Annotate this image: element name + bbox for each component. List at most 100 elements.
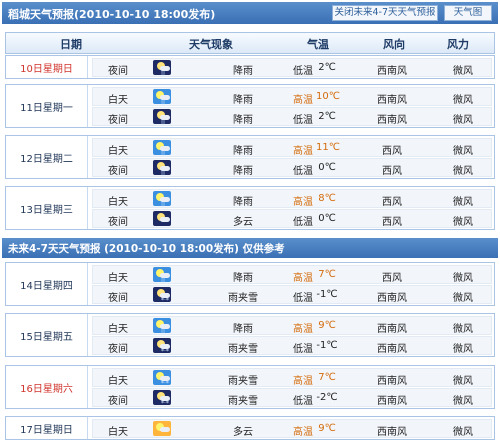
temp-value: 7℃ bbox=[318, 372, 336, 383]
temp-value: -1℃ bbox=[316, 289, 338, 300]
forecast-row: 夜间 || 降雨 低温 2℃ 西南风 微风 bbox=[92, 107, 492, 126]
wind-power: 微风 bbox=[453, 95, 473, 106]
forecast-row: 白天 多云 高温 9℃ 西南风 微风 bbox=[92, 419, 492, 438]
wind-direction: 西风 bbox=[382, 197, 402, 208]
temp-value: -2℃ bbox=[316, 392, 338, 403]
date-label: 16日星期六 bbox=[6, 366, 88, 408]
temp-value: 11℃ bbox=[316, 142, 340, 153]
day-rain-icon: || bbox=[153, 191, 171, 208]
day-block: 11日星期一 白天 || 降雨 高温 10℃ 西南风 微风 夜间 || 降雨 低温 2℃ 西南风 微风 bbox=[5, 84, 495, 128]
night-sleet-icon: *·* bbox=[153, 390, 171, 407]
temp-value: 9℃ bbox=[318, 423, 336, 434]
wind-power: 微风 bbox=[453, 376, 473, 387]
date-label: 11日星期一 bbox=[6, 85, 88, 127]
forecast-row: 白天 *·* 雨夹雪 高温 7℃ 西南风 微风 bbox=[92, 368, 492, 387]
forecast-row: 白天 || 降雨 高温 9℃ 西南风 微风 bbox=[92, 316, 492, 335]
wind-direction: 西风 bbox=[382, 217, 402, 228]
wind-direction: 西南风 bbox=[377, 427, 407, 438]
forecast-row: 白天 || 降雨 高温 11℃ 西风 微风 bbox=[92, 138, 492, 157]
period-label: 夜间 bbox=[108, 66, 128, 77]
date-label: 17日星期日 bbox=[6, 417, 88, 439]
temp-label: 低温 bbox=[293, 293, 313, 304]
forecast-title: 稻城天气预报(2010-10-10 18:00发布) bbox=[8, 8, 216, 21]
day-sleet-icon: *·* bbox=[153, 370, 171, 387]
wind-power: 微风 bbox=[453, 427, 473, 438]
period-label: 白天 bbox=[108, 324, 128, 335]
temp-label: 低温 bbox=[293, 344, 313, 355]
wind-direction: 西南风 bbox=[377, 95, 407, 106]
date-label: 14日星期四 bbox=[6, 263, 88, 305]
day-rain-icon: || bbox=[153, 318, 171, 335]
forecast-row: 夜间 *·* 雨夹雪 低温 -1℃ 西南风 微风 bbox=[92, 336, 492, 355]
wind-power: 微风 bbox=[453, 273, 473, 284]
period-label: 白天 bbox=[108, 273, 128, 284]
temp-label: 低温 bbox=[293, 396, 313, 407]
weather-desc: 降雨 bbox=[233, 324, 253, 335]
forecast-header: 稻城天气预报(2010-10-10 18:00发布) 关闭未来4-7天天气预报 … bbox=[2, 2, 498, 24]
wind-power: 微风 bbox=[453, 66, 473, 77]
wind-direction: 西风 bbox=[382, 166, 402, 177]
wind-power: 微风 bbox=[453, 146, 473, 157]
wind-power: 微风 bbox=[453, 324, 473, 335]
sunny-cloudy-icon bbox=[153, 421, 171, 436]
close-extended-forecast-button[interactable]: 关闭未来4-7天天气预报 bbox=[332, 5, 438, 21]
period-label: 白天 bbox=[108, 427, 128, 438]
night-rain-icon: || bbox=[153, 109, 171, 126]
day-rain-icon: || bbox=[153, 267, 171, 284]
wind-direction: 西南风 bbox=[377, 376, 407, 387]
weather-desc: 降雨 bbox=[233, 66, 253, 77]
wind-direction: 西南风 bbox=[377, 344, 407, 355]
temp-label: 低温 bbox=[293, 166, 313, 177]
weather-desc: 雨夹雪 bbox=[228, 344, 258, 355]
day-block: 10日星期日 夜间 || 降雨 低温 2℃ 西南风 微风 bbox=[5, 55, 495, 79]
period-label: 夜间 bbox=[108, 166, 128, 177]
forecast-row: 夜间 || 降雨 低温 2℃ 西南风 微风 bbox=[92, 58, 492, 77]
night-rain-icon: || bbox=[153, 160, 171, 177]
forecast-row: 夜间 *·* 雨夹雪 低温 -1℃ 西南风 微风 bbox=[92, 285, 492, 304]
temp-label: 低温 bbox=[293, 115, 313, 126]
forecast-row: 白天 || 降雨 高温 7℃ 西风 微风 bbox=[92, 265, 492, 284]
wind-direction: 西南风 bbox=[377, 396, 407, 407]
night-rain-icon: || bbox=[153, 60, 171, 77]
period-label: 白天 bbox=[108, 95, 128, 106]
temp-value: 9℃ bbox=[318, 320, 336, 331]
temp-value: 8℃ bbox=[318, 193, 336, 204]
wind-power: 微风 bbox=[453, 197, 473, 208]
day-block: 16日星期六 白天 *·* 雨夹雪 高温 7℃ 西南风 微风 夜间 *·* 雨夹雪 低温 -2℃ 西南风微… bbox=[5, 365, 495, 409]
weather-desc: 降雨 bbox=[233, 197, 253, 208]
weather-desc: 降雨 bbox=[233, 115, 253, 126]
day-rain-icon: || bbox=[153, 89, 171, 106]
wind-power: 微风 bbox=[453, 166, 473, 177]
period-label: 夜间 bbox=[108, 293, 128, 304]
temp-label: 高温 bbox=[293, 427, 313, 438]
weather-desc: 雨夹雪 bbox=[228, 293, 258, 304]
temp-value: 0℃ bbox=[318, 213, 336, 224]
wind-direction: 西南风 bbox=[377, 293, 407, 304]
forecast-row: 白天 || 降雨 高温 8℃ 西风 微风 bbox=[92, 189, 492, 208]
night-sleet-icon: *·* bbox=[153, 287, 171, 304]
temp-label: 低温 bbox=[293, 217, 313, 228]
period-label: 夜间 bbox=[108, 217, 128, 228]
temp-value: 2℃ bbox=[318, 62, 336, 73]
day-block: 17日星期日 白天 多云 高温 9℃ 西南风 微风 bbox=[5, 416, 495, 440]
weather-desc: 降雨 bbox=[233, 273, 253, 284]
wind-power: 微风 bbox=[453, 396, 473, 407]
forecast-row: 夜间 *·* 雨夹雪 低温 -2℃ 西南风 微风 bbox=[92, 388, 492, 407]
column-header: 日期 天气现象 气温 风向 风力 bbox=[5, 32, 495, 54]
period-label: 夜间 bbox=[108, 115, 128, 126]
wind-direction: 西南风 bbox=[377, 115, 407, 126]
day-block: 15日星期五 白天 || 降雨 高温 9℃ 西南风 微风 夜间 *·* 雨夹雪 低温 -1℃ 西南风 微风 bbox=[5, 313, 495, 357]
weather-map-button[interactable]: 天气图 bbox=[444, 5, 492, 21]
temp-label: 高温 bbox=[293, 273, 313, 284]
extended-forecast-title: 未来4-7天天气预报 (2010-10-10 18:00发布) 仅供参考 bbox=[8, 243, 285, 255]
col-temp: 气温 bbox=[307, 38, 329, 51]
night-cloudy-icon bbox=[153, 211, 171, 226]
date-label: 13日星期三 bbox=[6, 187, 88, 229]
forecast-row: 夜间 多云 低温 0℃ 西风 微风 bbox=[92, 209, 492, 228]
period-label: 夜间 bbox=[108, 344, 128, 355]
temp-label: 高温 bbox=[293, 95, 313, 106]
period-label: 夜间 bbox=[108, 396, 128, 407]
day-block: 13日星期三 白天 || 降雨 高温 8℃ 西风 微风 夜间 多云 低温 0℃ 西风 微风 bbox=[5, 186, 495, 230]
period-label: 白天 bbox=[108, 146, 128, 157]
period-label: 白天 bbox=[108, 197, 128, 208]
